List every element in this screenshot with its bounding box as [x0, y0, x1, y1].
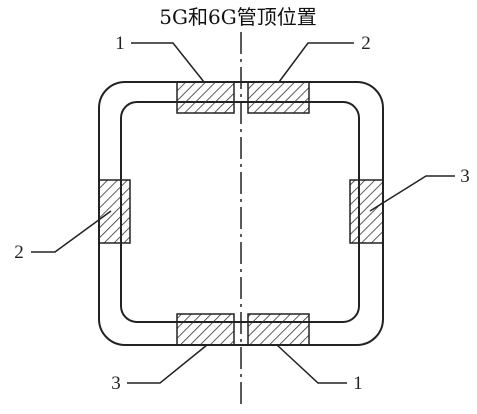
label-bottom-left: 3 [111, 373, 121, 394]
leader-line-top-right [278, 42, 354, 83]
label-top-right: 2 [361, 33, 371, 54]
label-bottom-right: 1 [353, 373, 363, 394]
weld-segment-top-right [247, 81, 310, 114]
label-top-left: 1 [115, 33, 125, 54]
weld-segment-top-left [176, 81, 235, 114]
label-right: 3 [460, 166, 470, 187]
leader-line-left [31, 210, 112, 253]
weld-segment-right [349, 179, 384, 244]
tube-inner-wall [120, 101, 360, 323]
weld-segment-bottom-left [176, 313, 235, 346]
leader-line-bottom-left [127, 344, 208, 384]
leader-line-bottom-right [276, 344, 347, 384]
weld-segment-left [98, 179, 131, 244]
weld-segment-bottom-right [247, 313, 310, 346]
leader-line-top-left [131, 42, 205, 83]
diagram-title: 5G和6G管顶位置 [159, 5, 316, 29]
label-left: 2 [14, 242, 24, 263]
leader-line-right [369, 175, 455, 212]
